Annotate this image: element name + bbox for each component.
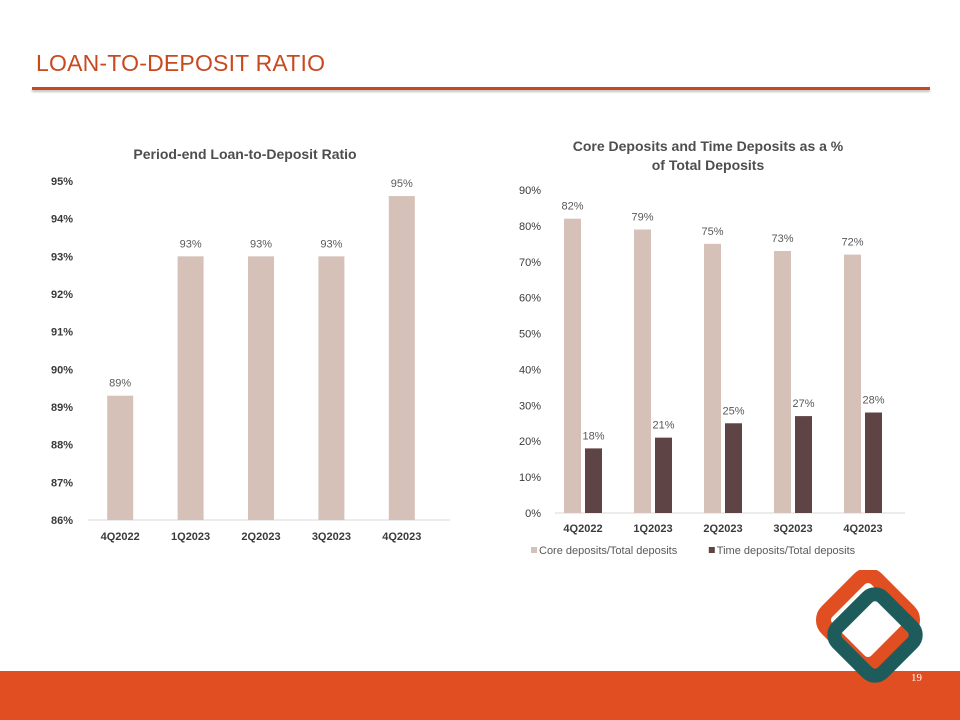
data-label: 95% [391, 178, 413, 190]
footer-bar [0, 671, 960, 720]
bar [177, 256, 204, 520]
page-number: 19 [911, 672, 922, 684]
chart-title: Core Deposits and Time Deposits as a % [573, 138, 844, 154]
core-deposits-bar [564, 218, 581, 513]
core-deposits-bar [634, 229, 651, 513]
y-tick-label: 89% [51, 402, 73, 414]
data-label: 75% [701, 226, 723, 238]
legend-label: Time deposits/Total deposits [717, 545, 856, 557]
company-logo-icon [815, 570, 923, 683]
y-tick-label: 80% [519, 221, 541, 233]
legend-swatch [708, 547, 715, 553]
y-tick-label: 40% [519, 364, 541, 376]
y-tick-label: 94% [51, 214, 73, 226]
bar [318, 256, 345, 520]
x-tick-label: 4Q2023 [382, 531, 421, 543]
data-label: 72% [841, 237, 863, 249]
data-label: 25% [722, 405, 744, 417]
data-label: 93% [250, 238, 272, 250]
x-tick-label: 3Q2023 [312, 531, 351, 543]
x-tick-label: 1Q2023 [633, 523, 672, 535]
time-deposits-bar [655, 437, 672, 513]
y-tick-label: 95% [51, 176, 73, 188]
y-tick-label: 88% [51, 440, 73, 452]
time-deposits-bar [585, 448, 602, 513]
y-tick-label: 86% [51, 515, 73, 527]
x-tick-label: 4Q2022 [563, 523, 602, 535]
data-label: 18% [582, 430, 604, 442]
data-label: 93% [180, 238, 202, 250]
data-label: 82% [561, 201, 583, 213]
chart-title: of Total Deposits [652, 157, 765, 173]
data-label: 79% [631, 211, 653, 223]
data-label: 21% [652, 420, 674, 432]
time-deposits-bar [795, 416, 812, 513]
y-tick-label: 60% [519, 293, 541, 305]
slide-title: LOAN-TO-DEPOSIT RATIO [36, 50, 326, 76]
x-tick-label: 3Q2023 [773, 523, 812, 535]
y-tick-label: 0% [525, 508, 541, 520]
y-tick-label: 87% [51, 477, 73, 489]
x-tick-label: 2Q2023 [703, 523, 742, 535]
y-tick-label: 20% [519, 436, 541, 448]
y-tick-label: 30% [519, 400, 541, 412]
chart-title: Period-end Loan-to-Deposit Ratio [133, 146, 356, 162]
x-tick-label: 4Q2023 [843, 523, 882, 535]
data-label: 27% [792, 398, 814, 410]
x-tick-label: 4Q2022 [101, 531, 140, 543]
core-deposits-bar [844, 254, 861, 513]
time-deposits-bar [725, 423, 742, 513]
y-tick-label: 90% [519, 185, 541, 197]
y-tick-label: 90% [51, 364, 73, 376]
y-tick-label: 91% [51, 327, 73, 339]
x-tick-label: 1Q2023 [171, 531, 210, 543]
data-label: 93% [320, 238, 342, 250]
data-label: 28% [862, 395, 884, 407]
y-tick-label: 50% [519, 329, 541, 341]
core-deposits-bar [704, 243, 721, 514]
time-deposits-bar [865, 412, 882, 513]
core-deposits-bar [774, 251, 791, 513]
y-tick-label: 92% [51, 289, 73, 301]
bar [107, 395, 134, 520]
bar [388, 196, 415, 521]
bar [248, 256, 274, 520]
y-tick-label: 70% [519, 257, 541, 269]
data-label: 89% [109, 378, 131, 390]
legend-label: Core deposits/Total deposits [539, 545, 678, 557]
data-label: 73% [771, 233, 793, 245]
y-tick-label: 10% [519, 472, 541, 484]
x-tick-label: 2Q2023 [241, 531, 280, 543]
legend-swatch [531, 547, 537, 553]
y-tick-label: 93% [51, 251, 73, 263]
title-divider [32, 87, 930, 90]
